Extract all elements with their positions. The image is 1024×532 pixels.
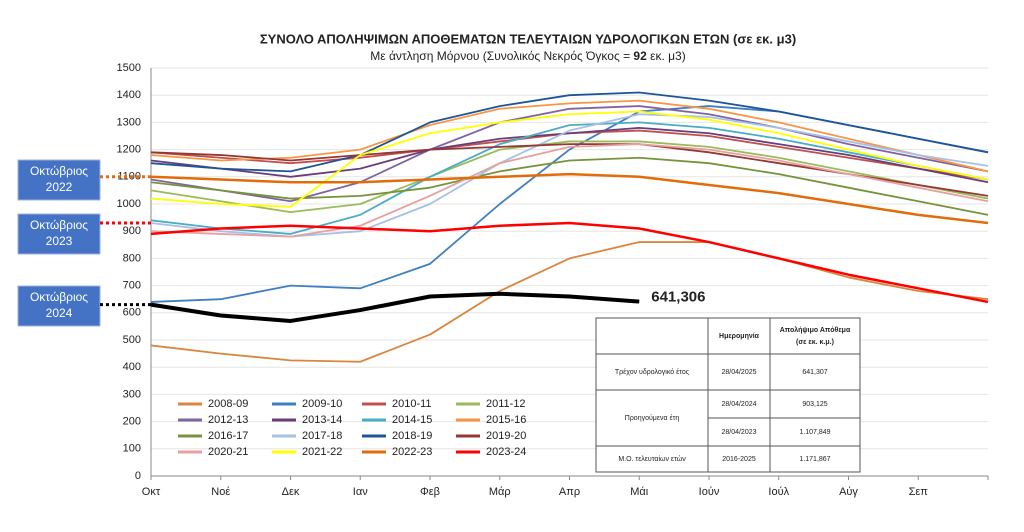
y-tick-label: 700 (123, 280, 141, 292)
y-tick-label: 1400 (117, 89, 141, 101)
y-tick-label: 1000 (117, 198, 141, 210)
annotation-text: Οκτώβριος (30, 290, 88, 304)
y-tick-label: 200 (123, 416, 141, 428)
annotation-text: 2022 (46, 180, 73, 194)
legend-label: 2008-09 (208, 398, 248, 410)
legend-label: 2023-24 (486, 446, 526, 458)
y-tick-label: 0 (135, 470, 141, 482)
x-tick-label: Σεπ (909, 486, 929, 498)
series-line (150, 99, 989, 173)
x-tick-label: Οκτ (142, 486, 161, 498)
y-tick-label: 400 (123, 361, 141, 373)
x-tick-label: Δεκ (282, 486, 300, 498)
legend-label: 2011-12 (486, 398, 526, 410)
table-cell: 28/04/2024 (721, 401, 756, 408)
y-tick-label: 1500 (117, 62, 141, 74)
legend-label: 2015-16 (486, 414, 526, 426)
legend-label: 2012-13 (208, 414, 248, 426)
x-tick-label: Απρ (559, 486, 580, 498)
legend-label: 2010-11 (392, 398, 432, 410)
series-line (150, 105, 989, 203)
x-tick-label: Φεβ (420, 486, 440, 498)
legend-label: 2019-20 (486, 430, 526, 442)
series-line (150, 241, 989, 363)
legend-label: 2009-10 (302, 398, 342, 410)
data-table: Ημερομηνία Απολήψιμο Απόθεμα (σε εκ. κ.μ.)… (595, 317, 861, 473)
table-cell: 1.107,849 (799, 429, 830, 436)
table-cell: 1.171,867 (799, 456, 830, 463)
y-tick-label: 500 (123, 334, 141, 346)
series-line (150, 121, 989, 235)
series-line (150, 140, 989, 214)
annotation-box (17, 213, 101, 255)
legend-label: 2013-14 (302, 414, 342, 426)
series-line (150, 221, 989, 304)
table-header: Απολήψιμο Απόθεμα (780, 326, 851, 334)
table-cell: Μ.Ο. τελευταίων ετών (618, 455, 686, 463)
y-tick-label: 1100 (117, 171, 141, 183)
x-tick-label: Ιαν (353, 486, 368, 498)
x-tick-label: Ιούν (699, 486, 720, 498)
legend-label: 2017-18 (302, 430, 342, 442)
table-header: (σε εκ. κ.μ.) (796, 339, 834, 346)
annotation-text: 2023 (46, 234, 73, 248)
series-line (150, 91, 989, 173)
annotation-text: Οκτώβριος (30, 218, 88, 232)
y-tick-label: 100 (123, 443, 141, 455)
table-header: Ημερομηνία (719, 333, 760, 340)
annotation-text: Οκτώβριος (30, 164, 88, 178)
y-tick-label: 600 (123, 307, 141, 319)
table-cell: 28/04/2023 (721, 429, 756, 436)
legend-label: 2022-23 (392, 446, 432, 458)
x-tick-label: Αύγ (839, 486, 858, 498)
table-cell: Προηγούμενα έτη (625, 414, 680, 422)
series-line (150, 110, 989, 208)
table-cell: 28/04/2025 (721, 369, 756, 376)
legend-label: 2018-19 (392, 430, 432, 442)
series-line (150, 156, 989, 216)
table-cell: 641,307 (802, 369, 827, 376)
x-tick-label: Μάρ (489, 486, 511, 498)
annotation-box (17, 285, 101, 327)
value-label: 641,306 (651, 289, 705, 306)
legend-label: 2020-21 (208, 446, 248, 458)
subtitle-part: εκ. μ3) (647, 49, 686, 63)
annotation-text: 2024 (46, 306, 73, 320)
series-line (150, 126, 989, 184)
legend-label: 2014-15 (392, 414, 432, 426)
legend-label: 2021-22 (302, 446, 342, 458)
y-tick-label: 1300 (117, 116, 141, 128)
series-line (150, 172, 989, 225)
chart-subtitle: Με άντληση Μόρνου (Συνολικός Νεκρός Όγκο… (370, 49, 685, 63)
x-tick-label: Ιούλ (768, 486, 789, 498)
y-tick-label: 300 (123, 388, 141, 400)
subtitle-part: 92 (633, 49, 647, 63)
legend-label: 2016-17 (208, 430, 248, 442)
x-tick-label: Νοέ (211, 486, 230, 498)
table-cell: 2016-2025 (722, 456, 756, 463)
table-cell: 903,125 (802, 401, 827, 408)
subtitle-part: Με άντληση Μόρνου (Συνολικός Νεκρός Όγκο… (370, 49, 633, 63)
current-line (150, 291, 640, 323)
series-line (150, 143, 989, 238)
y-tick-label: 900 (123, 225, 141, 237)
x-tick-label: Μάι (630, 486, 649, 498)
annotation-box (17, 159, 101, 201)
y-tick-label: 800 (123, 252, 141, 264)
table-cell: Τρέχον υδρολογικό έτος (615, 368, 690, 376)
y-tick-label: 1200 (117, 144, 141, 156)
chart-title: ΣΥΝΟΛΟ ΑΠΟΛΗΨΙΜΩΝ ΑΠΟΘΕΜΑΤΩΝ ΤΕΛΕΥΤΑΙΩΝ … (260, 31, 796, 46)
